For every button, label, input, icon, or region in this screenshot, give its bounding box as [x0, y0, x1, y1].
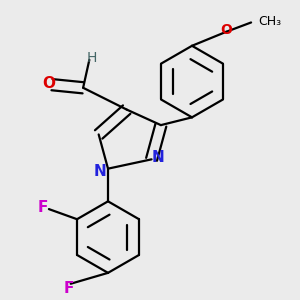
Text: F: F [38, 200, 49, 215]
Text: H: H [87, 51, 97, 65]
Text: N: N [152, 150, 165, 165]
Text: O: O [42, 76, 55, 91]
Text: CH₃: CH₃ [258, 15, 281, 28]
Text: N: N [94, 164, 106, 179]
Text: O: O [220, 23, 232, 37]
Text: F: F [64, 281, 74, 296]
